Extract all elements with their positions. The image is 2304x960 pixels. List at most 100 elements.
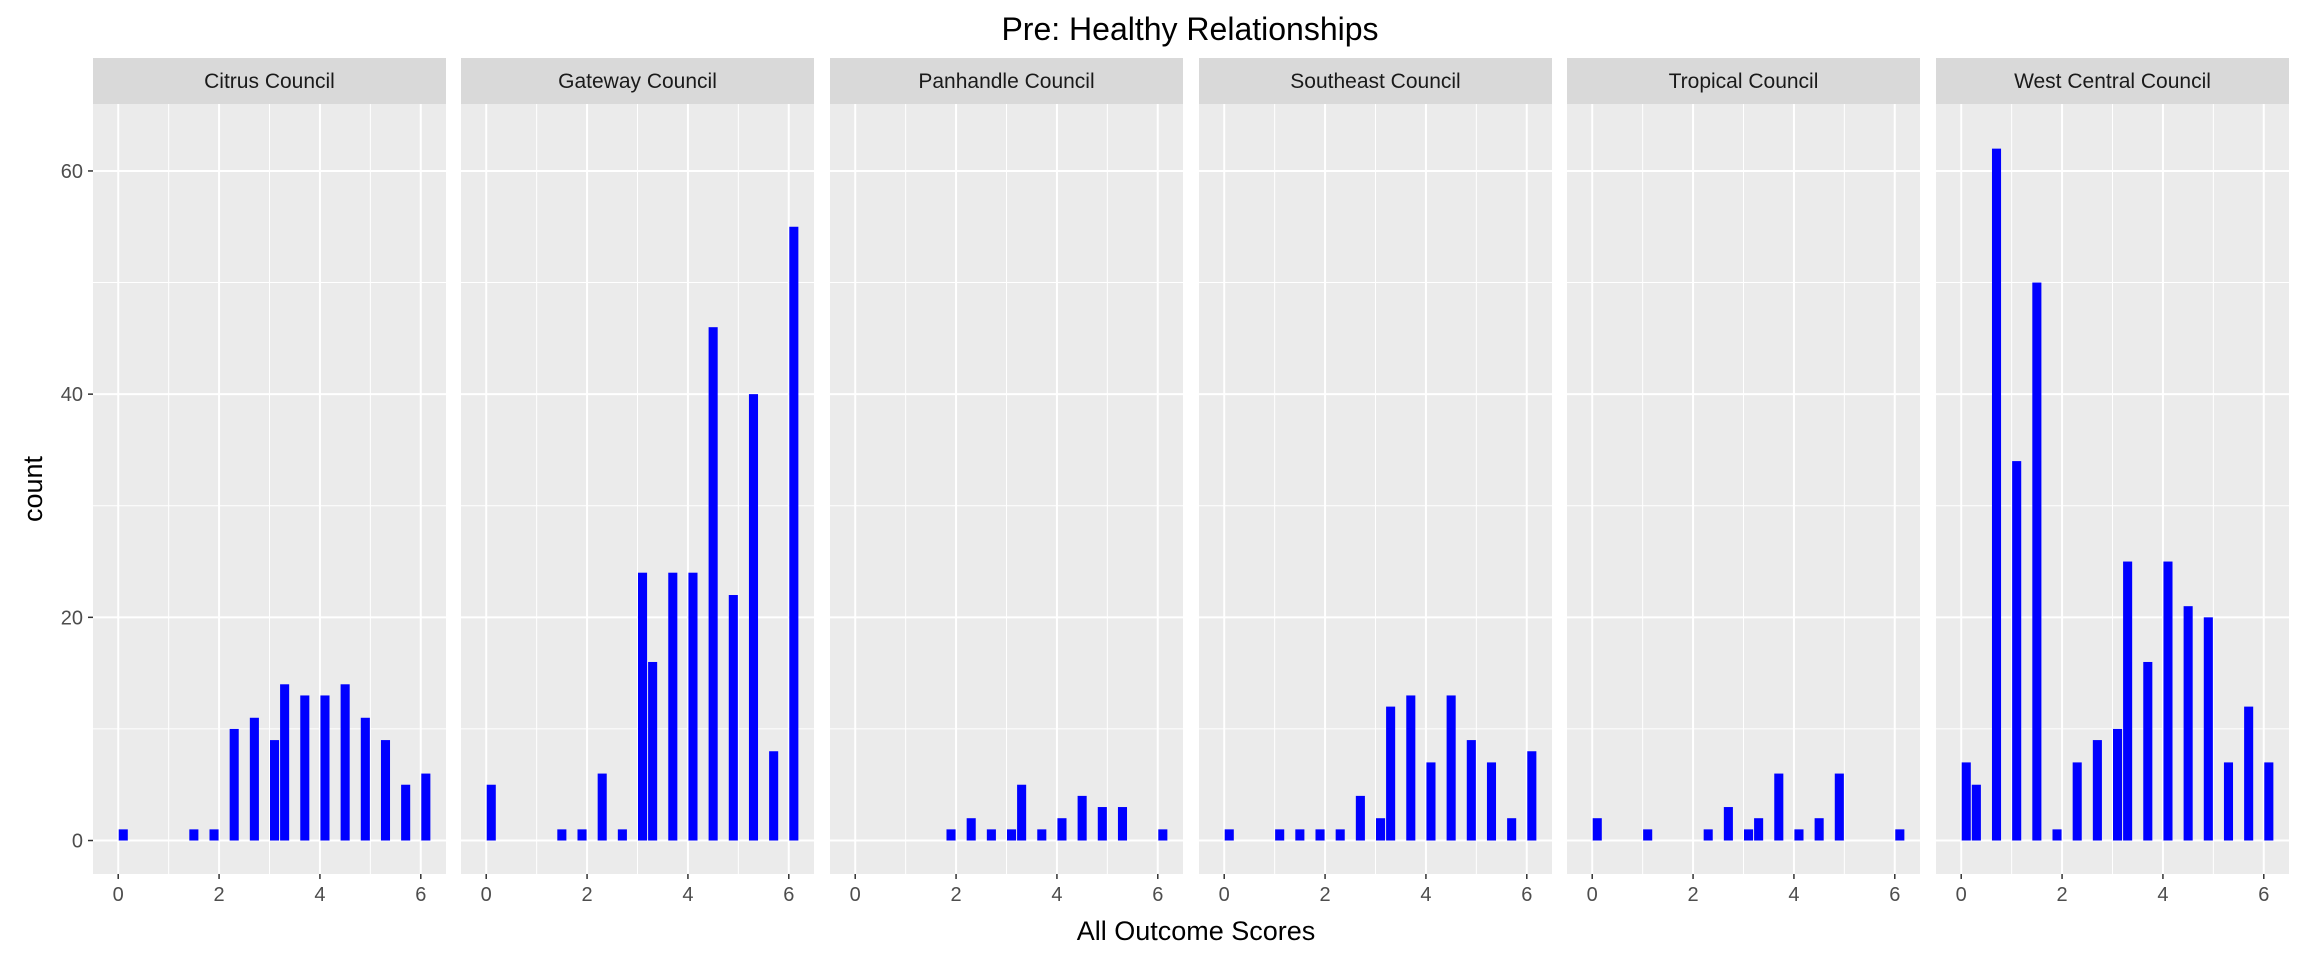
histogram-bar: [617, 829, 627, 841]
facet-panel: Gateway Council 0 2 4 6: [461, 58, 814, 906]
histogram-bar: [2183, 606, 2193, 841]
facet-strip: [1936, 58, 2289, 104]
x-axis-tick-label: 6: [783, 884, 794, 906]
facet-strip-label: West Central Council: [2014, 70, 2211, 93]
x-axis-tick-label: 0: [1587, 884, 1598, 906]
histogram-bar: [2163, 561, 2173, 841]
histogram-bar: [2072, 762, 2082, 841]
x-axis-tick-label: 6: [415, 884, 426, 906]
histogram-bar: [1971, 784, 1981, 841]
histogram-bar: [1158, 829, 1168, 841]
histogram-bar: [1406, 695, 1416, 841]
x-axis-tick-label: 4: [314, 884, 325, 906]
x-axis-tick-label: 4: [1788, 884, 1799, 906]
y-axis: 0 20 40 60: [61, 161, 93, 853]
histogram-bar: [1486, 762, 1497, 841]
histogram-bar: [486, 784, 496, 841]
histogram-bar: [1057, 818, 1067, 841]
histogram-bar: [380, 740, 391, 841]
histogram-bar: [1466, 740, 1476, 841]
x-axis-tick-label: 4: [2157, 884, 2168, 906]
facet-strip: [93, 58, 446, 104]
histogram-bar: [597, 773, 607, 841]
facet-panel: Tropical Council 0 2 4 6: [1567, 58, 1920, 906]
facet-strip: [1199, 58, 1552, 104]
histogram-bar: [320, 695, 330, 841]
histogram-bar: [789, 226, 799, 841]
histogram-bar: [1426, 762, 1436, 841]
histogram-bar: [1335, 829, 1345, 841]
histogram-bar: [280, 684, 290, 841]
histogram-bar: [1592, 818, 1602, 841]
histogram-bar: [1744, 829, 1754, 841]
histogram-bar: [1315, 829, 1325, 841]
histogram-bar: [1097, 807, 1107, 841]
histogram-bar: [1117, 807, 1128, 841]
histogram-bar: [1507, 818, 1517, 841]
histogram-bar: [1961, 762, 1971, 841]
x-axis-tick-label: 0: [481, 884, 492, 906]
histogram-bar: [1007, 829, 1017, 841]
x-axis-tick-label: 0: [113, 884, 124, 906]
histogram-bar: [2113, 728, 2123, 841]
histogram-bar: [1295, 829, 1305, 841]
histogram-bar: [1355, 795, 1365, 841]
histogram-bar: [270, 740, 280, 841]
histogram-bar: [2032, 282, 2042, 841]
histogram-bar: [966, 818, 976, 841]
histogram-bar: [1814, 818, 1824, 841]
histogram-bar: [1077, 795, 1087, 841]
facet-panel: Citrus Council 0 2 4 6: [93, 58, 446, 906]
facet-strip-label: Tropical Council: [1669, 70, 1819, 93]
histogram-bar: [748, 394, 759, 841]
y-axis-tick-label: 40: [61, 384, 83, 406]
histogram-bar: [557, 829, 567, 841]
histogram-bar: [638, 572, 648, 841]
histogram-bar: [986, 829, 996, 841]
histogram-bar: [1386, 706, 1396, 841]
histogram-bar: [1275, 829, 1285, 841]
facet-strip: [461, 58, 814, 104]
chart-title: Pre: Healthy Relationships: [1001, 11, 1378, 47]
histogram-bar: [1376, 818, 1386, 841]
y-axis-title: count: [18, 455, 48, 522]
x-axis-tick-label: 0: [1956, 884, 1967, 906]
histogram-bar: [1991, 148, 2002, 841]
histogram-bar: [249, 717, 259, 841]
histogram-bar: [1754, 818, 1764, 841]
histogram-bar: [688, 572, 698, 841]
histogram-bar: [401, 784, 411, 841]
histogram-bar: [1224, 829, 1234, 841]
y-axis-tick-label: 20: [61, 607, 83, 629]
x-axis-tick-label: 2: [1320, 884, 1331, 906]
histogram-bar: [2244, 706, 2254, 841]
x-axis-tick-label: 2: [2057, 884, 2068, 906]
histogram-bar: [1017, 784, 1027, 841]
facet-strip: [830, 58, 1183, 104]
histogram-bar: [2092, 740, 2102, 841]
histogram-bar: [1527, 751, 1537, 841]
facet-strip-label: Southeast Council: [1290, 70, 1460, 93]
histogram-bar: [668, 572, 678, 841]
histogram-bar: [1794, 829, 1804, 841]
histogram-bar: [1834, 773, 1844, 841]
x-axis-tick-label: 4: [682, 884, 693, 906]
x-axis-title: All Outcome Scores: [1077, 916, 1316, 946]
x-axis-tick-label: 2: [951, 884, 962, 906]
histogram-bar: [2012, 461, 2022, 841]
x-axis-tick-label: 6: [2258, 884, 2269, 906]
histogram-bar: [1703, 829, 1713, 841]
x-axis-tick-label: 2: [582, 884, 593, 906]
histogram-bar: [2223, 762, 2234, 841]
facet-strip-label: Gateway Council: [558, 70, 717, 93]
x-axis-tick-label: 2: [214, 884, 225, 906]
facet-panel: Southeast Council 0 2 4 6: [1199, 58, 1552, 906]
histogram-bar: [728, 595, 738, 841]
facet-panel: Panhandle Council 0 2 4 6: [830, 58, 1183, 906]
facet-strip-label: Panhandle Council: [918, 70, 1094, 93]
facet-panel: West Central Council 0 2 4 6: [1936, 58, 2289, 906]
x-axis-tick-label: 6: [1521, 884, 1532, 906]
x-axis-tick-label: 0: [850, 884, 861, 906]
